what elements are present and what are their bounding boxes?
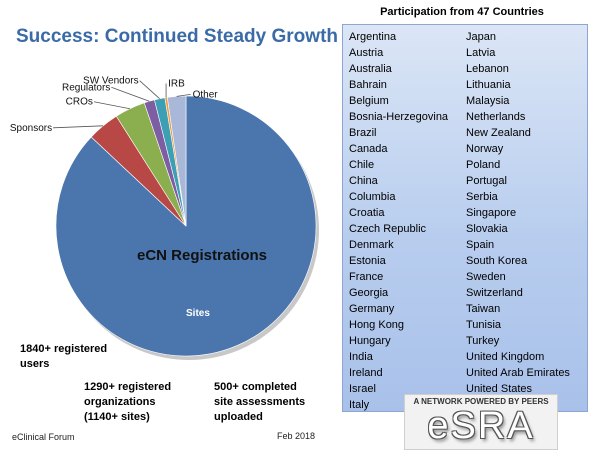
country-item: Tunisia (466, 319, 502, 331)
stat-assess-line-3: uploaded (214, 411, 263, 423)
pie-slice-label: Sponsors (10, 123, 52, 134)
pie-slice-label: CROs (66, 97, 93, 108)
pie-slice-label: Other (193, 89, 219, 100)
country-item: Malaysia (466, 95, 510, 107)
country-item: Chile (349, 159, 375, 171)
country-item: China (349, 175, 378, 187)
pie-slice-label: IRB (168, 79, 185, 90)
country-item: Belgium (349, 95, 389, 107)
country-item: Hungary (349, 335, 391, 347)
country-item: Portugal (466, 175, 507, 187)
country-item: Latvia (466, 47, 496, 59)
country-item: Turkey (466, 335, 500, 347)
country-item: United Kingdom (466, 351, 545, 363)
pie-slice-label: SW Vendors (83, 76, 139, 87)
stat-orgs-line-1: 1290+ registered (84, 381, 172, 393)
stat-site-assessments: 500+ completed site assessments uploaded (214, 380, 314, 425)
country-column-2: Japan Latvia Lebanon Lithuania Malaysia Nethe… (466, 29, 570, 397)
country-item: Estonia (349, 255, 386, 267)
country-item: Netherlands (466, 111, 526, 123)
country-item: Germany (349, 303, 395, 315)
country-item: Israel (349, 383, 376, 395)
esra-tagline: A NETWORK POWERED BY PEERS (413, 397, 549, 406)
country-item: Lebanon (466, 63, 509, 75)
country-item: Canada (349, 143, 388, 155)
country-item: New Zealand (466, 127, 531, 139)
stat-orgs-line-3: (1140+ sites) (84, 411, 150, 423)
country-item: Bosnia-Herzegovina (349, 111, 449, 123)
pie-leader-line (139, 80, 160, 99)
pie-leader-line (111, 86, 150, 102)
country-item: Croatia (349, 207, 385, 219)
stat-registered-users: 1840+ registered users (20, 342, 120, 372)
pie-leader-line (176, 93, 191, 97)
esra-logo: eSRA (427, 405, 535, 447)
country-item: Slovakia (466, 223, 508, 235)
country-list-panel: Argentina Austria Australia Bahrain Belgium B… (342, 24, 588, 412)
country-item: Norway (466, 143, 504, 155)
country-item: Bahrain (349, 79, 387, 91)
country-item: United Arab Emirates (466, 367, 570, 379)
stat-users-line-2: users (20, 358, 50, 370)
stat-users-line-1: 1840+ registered (20, 343, 108, 355)
pie-leader-line (93, 101, 130, 110)
country-item: Spain (466, 239, 495, 251)
country-item: Columbia (349, 191, 396, 203)
country-item: Taiwan (466, 303, 501, 315)
country-item: Japan (466, 31, 496, 43)
esra-logo-box: A NETWORK POWERED BY PEERS eSRA (404, 394, 558, 450)
footer-organization: eClinical Forum (12, 432, 75, 442)
stat-assess-line-1: 500+ completed (214, 381, 297, 393)
country-item: India (349, 351, 373, 363)
country-item: Argentina (349, 31, 397, 43)
stat-registered-organizations: 1290+ registered organizations (1140+ si… (84, 380, 196, 425)
pie-leader-line (53, 125, 104, 129)
country-item: United States (466, 383, 533, 395)
pie-slice-label: Regulators (62, 82, 110, 93)
pie-slice-label-sites: Sites (186, 308, 210, 319)
stat-assess-line-2: site assessments (214, 396, 306, 408)
country-item: Poland (466, 159, 501, 171)
country-item: Italy (349, 399, 370, 411)
country-item: Switzerland (466, 287, 523, 299)
country-item: Hong Kong (349, 319, 405, 331)
country-item: Brazil (349, 127, 377, 139)
country-item: Denmark (349, 239, 394, 251)
country-item: Sweden (466, 271, 506, 283)
footer-date: Feb 2018 (277, 431, 316, 441)
country-item: Serbia (466, 191, 498, 203)
country-item: Australia (349, 63, 392, 75)
country-column-1: Argentina Austria Australia Bahrain Belgium B… (349, 29, 448, 413)
country-item: Lithuania (466, 79, 511, 91)
country-item: Austria (349, 47, 384, 59)
country-item: Georgia (349, 287, 389, 299)
page-title: Success: Continued Steady Growth (16, 26, 338, 47)
country-item: South Korea (466, 255, 528, 267)
country-item: Ireland (349, 367, 383, 379)
stat-orgs-line-2: organizations (84, 396, 156, 408)
country-item: France (349, 271, 384, 283)
country-item: Singapore (466, 207, 517, 219)
country-item: Czech Republic (349, 223, 427, 235)
participation-title: Participation from 47 Countries (380, 6, 544, 18)
pie-center-label: eCN Registrations (137, 247, 268, 264)
